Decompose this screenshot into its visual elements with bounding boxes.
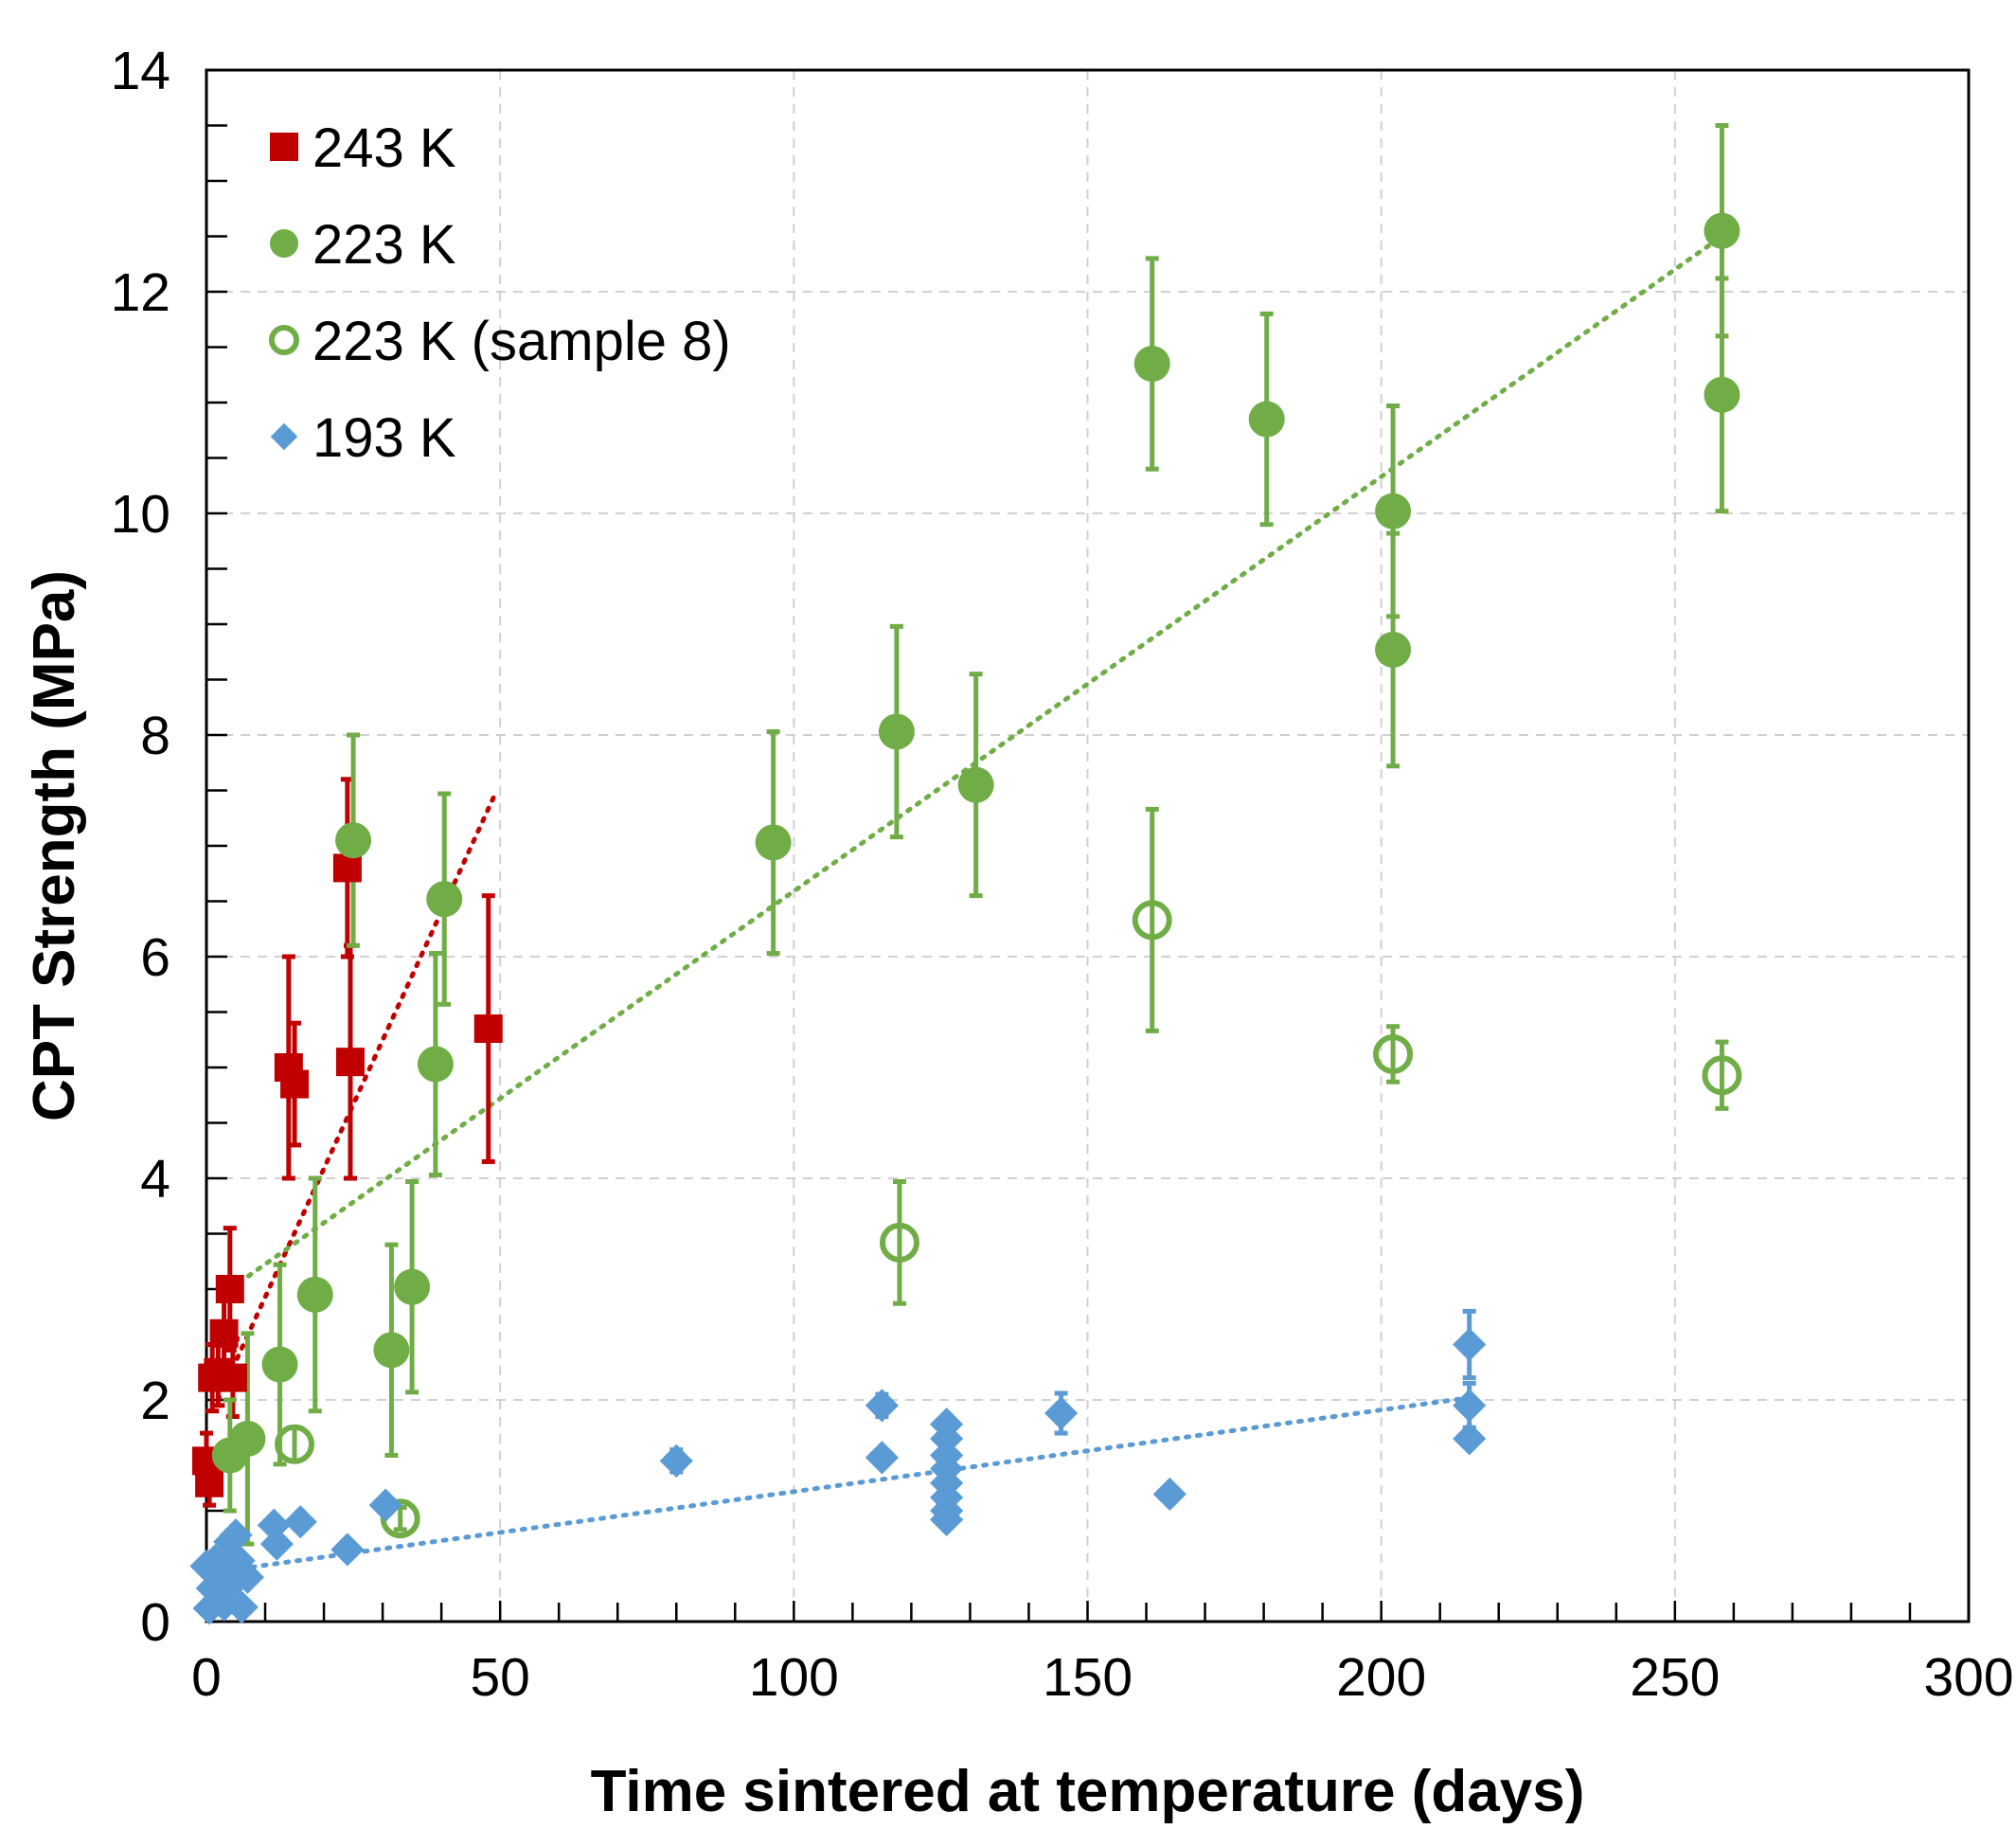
grid bbox=[206, 70, 1969, 1622]
data-markers bbox=[189, 212, 1742, 1625]
data-point bbox=[1453, 1389, 1487, 1423]
y-axis: 0 2 4 6 8 10 12 14 bbox=[111, 41, 227, 1653]
data-point bbox=[957, 766, 994, 803]
data-point bbox=[330, 1533, 365, 1567]
data-point bbox=[426, 881, 463, 918]
data-point bbox=[195, 1468, 224, 1497]
x-tick-label: 250 bbox=[1630, 1647, 1720, 1708]
data-point bbox=[261, 1346, 298, 1383]
y-tick-label: 14 bbox=[111, 41, 170, 101]
data-point bbox=[865, 1441, 899, 1475]
data-point bbox=[229, 1420, 266, 1457]
data-point bbox=[1453, 1422, 1487, 1456]
data-point bbox=[259, 1527, 294, 1561]
data-point bbox=[224, 1590, 259, 1624]
data-point bbox=[1702, 1055, 1742, 1096]
data-point bbox=[335, 1048, 365, 1077]
legend: 243 K 223 K 223 K (sample 8) 193 K bbox=[269, 117, 731, 469]
data-point bbox=[1044, 1396, 1079, 1430]
y-tick-label: 0 bbox=[140, 1592, 170, 1653]
data-point bbox=[368, 1488, 402, 1522]
data-point bbox=[1453, 1327, 1487, 1362]
data-point bbox=[275, 1424, 315, 1464]
data-point bbox=[1152, 1477, 1186, 1512]
y-tick-label: 6 bbox=[140, 927, 170, 988]
data-point bbox=[659, 1443, 693, 1478]
data-point bbox=[1375, 493, 1412, 529]
data-point bbox=[865, 1389, 899, 1423]
data-point bbox=[335, 822, 372, 859]
x-tick-label: 50 bbox=[470, 1647, 529, 1708]
data-point bbox=[1704, 212, 1740, 249]
x-tick-label: 100 bbox=[749, 1647, 839, 1708]
x-axis-title: Time sintered at temperature (days) bbox=[591, 1759, 1585, 1824]
x-tick-label: 300 bbox=[1923, 1647, 2013, 1708]
data-point bbox=[1704, 376, 1740, 413]
data-point bbox=[215, 1275, 244, 1303]
data-point bbox=[373, 1332, 410, 1369]
legend-marker bbox=[270, 422, 298, 451]
legend-marker bbox=[270, 133, 298, 161]
data-point bbox=[1373, 1033, 1414, 1074]
data-point bbox=[332, 853, 362, 883]
data-point bbox=[1133, 346, 1170, 383]
data-point bbox=[219, 1518, 253, 1552]
x-axis: 0 50 100 150 200 250 300 bbox=[191, 1601, 2014, 1708]
data-point bbox=[209, 1318, 239, 1348]
data-point bbox=[280, 1069, 310, 1099]
x-tick-label: 200 bbox=[1336, 1647, 1426, 1708]
legend-label: 243 K bbox=[312, 117, 456, 179]
data-point bbox=[879, 1222, 919, 1263]
y-tick-label: 4 bbox=[140, 1149, 170, 1210]
legend-label: 193 K bbox=[312, 407, 456, 469]
data-point bbox=[283, 1505, 317, 1539]
x-tick-label: 0 bbox=[191, 1647, 222, 1708]
trendline bbox=[215, 1395, 1472, 1574]
x-tick-label: 150 bbox=[1043, 1647, 1133, 1708]
legend-label: 223 K bbox=[312, 214, 456, 276]
y-tick-label: 12 bbox=[111, 262, 170, 323]
y-tick-label: 2 bbox=[140, 1371, 170, 1431]
y-tick-label: 8 bbox=[140, 706, 170, 766]
data-point bbox=[417, 1046, 454, 1083]
data-point bbox=[296, 1276, 333, 1313]
trendline bbox=[215, 793, 497, 1403]
data-point bbox=[473, 1014, 503, 1044]
legend-marker bbox=[270, 229, 298, 258]
y-axis-title: CPT Strength (MPa) bbox=[22, 570, 87, 1121]
data-point bbox=[1248, 401, 1285, 438]
legend-label: 223 K (sample 8) bbox=[312, 311, 731, 372]
data-point bbox=[1132, 900, 1172, 941]
y-tick-label: 10 bbox=[111, 484, 170, 545]
data-point bbox=[1375, 631, 1412, 668]
data-point bbox=[201, 1577, 236, 1611]
data-point bbox=[878, 713, 915, 750]
data-point bbox=[218, 1363, 247, 1392]
data-point bbox=[930, 1502, 964, 1536]
legend-marker bbox=[269, 325, 299, 355]
data-point bbox=[755, 824, 792, 861]
data-point bbox=[394, 1268, 431, 1305]
data-point bbox=[230, 1560, 265, 1594]
